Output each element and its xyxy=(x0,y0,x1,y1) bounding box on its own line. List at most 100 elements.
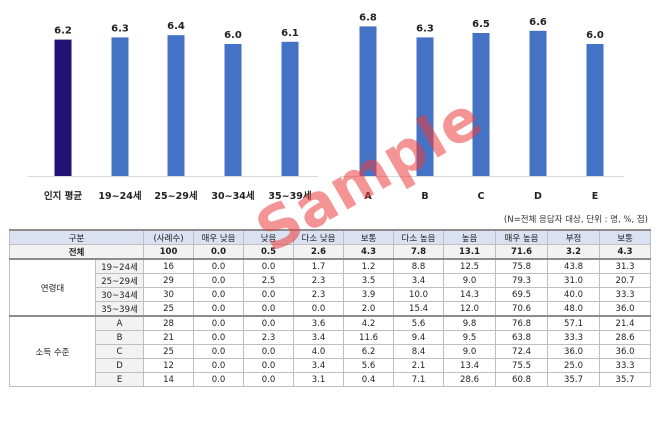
table-cell: 20.7 xyxy=(599,273,652,288)
table-cell: 5.6 xyxy=(393,315,445,331)
table-row: 연령대 19~24세 16 0.0 0.0 1.7 1.2 8.8 12.5 75.8 43.8 31… xyxy=(9,258,652,317)
data-label: 6.6 xyxy=(529,17,547,28)
data-label: 6.8 xyxy=(359,12,377,23)
table-cell: 5.6 xyxy=(343,358,395,373)
table-cell: 36.0 xyxy=(547,344,601,359)
table-cell: 11.6 xyxy=(343,330,395,345)
category-label: D xyxy=(534,191,542,202)
category-label: 19~24세 xyxy=(98,190,141,202)
table-cell: 0.0 xyxy=(193,258,245,274)
data-label: 6.1 xyxy=(281,28,299,39)
table-cell: 25 xyxy=(143,301,195,317)
table-cell: 43.8 xyxy=(547,258,601,274)
table-cell: 25 xyxy=(143,344,195,359)
table-cell: 12 xyxy=(143,358,195,373)
category-label: 25~29세 xyxy=(154,190,197,202)
table-cell: 0.0 xyxy=(243,315,295,331)
data-label: 6.3 xyxy=(111,23,129,34)
column-header: 구분 xyxy=(8,229,145,245)
category-label: E xyxy=(592,191,599,202)
table-cell: 33.3 xyxy=(599,287,652,302)
table-cell: 29 xyxy=(143,273,195,288)
table-cell: 0.0 xyxy=(193,330,245,345)
table-cell: 35.7 xyxy=(547,372,601,387)
table-cell: 30 xyxy=(143,287,195,302)
table-cell: 40.0 xyxy=(547,287,601,302)
table-body: 전체1000.00.52.64.37.813.171.63.24.392.5연령… xyxy=(8,244,652,387)
column-header: 다소 낮음 xyxy=(293,229,345,245)
table-cell: 0.5 xyxy=(243,244,295,260)
category-label: C xyxy=(478,191,485,202)
table-cell: 6.2 xyxy=(343,344,395,359)
table-cell: 3.2 xyxy=(547,244,601,260)
table-cell: 13.1 xyxy=(443,244,497,260)
table-cell: 21 xyxy=(143,330,195,345)
table-cell: 1.7 xyxy=(293,258,345,274)
table-cell: 0.0 xyxy=(243,372,295,387)
column-header: 높음 xyxy=(443,229,497,245)
table-cell: 0.0 xyxy=(193,273,245,288)
table-cell: 3.4 xyxy=(393,273,445,288)
table-cell: 9.0 xyxy=(443,273,497,288)
data-label: 6.2 xyxy=(54,26,72,37)
table-cell: 0.0 xyxy=(243,358,295,373)
table-cell: 2.3 xyxy=(243,330,295,345)
table-cell: 0.0 xyxy=(193,244,245,260)
column-header: (사례수) xyxy=(143,229,195,245)
table-cell: 4.3 xyxy=(343,244,395,260)
category-label: 인지 평균 xyxy=(44,190,83,202)
row-label: 35~39세 xyxy=(94,301,145,317)
table-cell: 1.2 xyxy=(343,258,395,274)
data-label: 6.0 xyxy=(224,30,242,41)
table-cell: 63.8 xyxy=(495,330,549,345)
table-cell: 0.0 xyxy=(243,301,295,317)
bar xyxy=(281,41,299,176)
table-cell: 57.1 xyxy=(547,315,601,331)
category-label: A xyxy=(364,191,372,202)
data-label: 6.0 xyxy=(586,30,604,41)
table-cell: 9.5 xyxy=(443,330,497,345)
category-label: B xyxy=(421,191,428,202)
category-label: 35~39세 xyxy=(268,190,311,202)
table-cell: 2.1 xyxy=(393,358,445,373)
bar xyxy=(167,35,185,177)
table-cell: 60.8 xyxy=(495,372,549,387)
table-cell: 10.0 xyxy=(393,287,445,302)
table-cell: 12.5 xyxy=(443,258,497,274)
table-cell: 3.4 xyxy=(293,358,345,373)
column-header: 매우 높음 xyxy=(495,229,549,245)
row-label: 19~24세 xyxy=(94,258,145,274)
column-header: 매우 낮음 xyxy=(193,229,245,245)
column-header: 부정 xyxy=(547,229,601,245)
table-cell: 79.3 xyxy=(495,273,549,288)
row-label: A xyxy=(94,315,145,331)
table-cell: 14.3 xyxy=(443,287,497,302)
table-cell: 31.3 xyxy=(599,258,652,274)
bar xyxy=(472,33,490,176)
table-cell: 13.4 xyxy=(443,358,497,373)
table-cell: 12.0 xyxy=(443,301,497,317)
table-cell: 70.6 xyxy=(495,301,549,317)
table-cell: 0.0 xyxy=(243,287,295,302)
table-cell: 0.4 xyxy=(343,372,395,387)
bar xyxy=(416,37,434,177)
table-cell: 2.5 xyxy=(243,273,295,288)
table-cell: 25.0 xyxy=(547,358,601,373)
table-cell: 0.0 xyxy=(193,358,245,373)
table-cell: 0.0 xyxy=(193,344,245,359)
data-label: 6.4 xyxy=(167,21,185,32)
category-label: 30~34세 xyxy=(211,190,254,202)
table-cell: 8.4 xyxy=(393,344,445,359)
table-cell: 14 xyxy=(143,372,195,387)
bar xyxy=(359,26,377,177)
table-cell: 8.8 xyxy=(393,258,445,274)
table-cell: 0.0 xyxy=(193,372,245,387)
table-cell: 0.0 xyxy=(193,287,245,302)
bar xyxy=(54,39,72,176)
chart-right: 6.8 A 6.3 B 6.5 C 6.6 D 6.0 E xyxy=(340,12,624,202)
group-label: 소득 수준 xyxy=(9,315,96,387)
row-label: 30~34세 xyxy=(94,287,145,302)
table-cell: 75.5 xyxy=(495,358,549,373)
table-cell: 15.4 xyxy=(393,301,445,317)
